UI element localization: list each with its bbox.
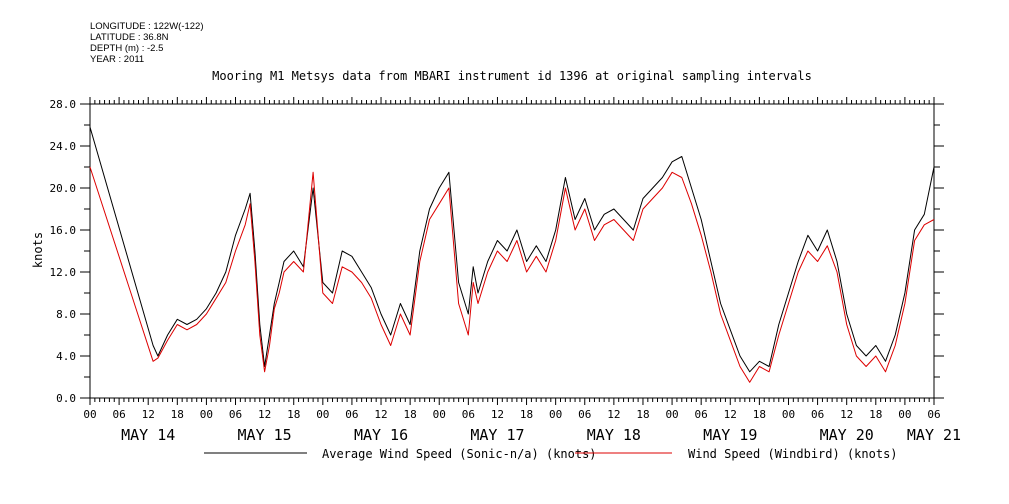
day-label: MAY 21 (907, 426, 961, 444)
day-label: MAY 18 (587, 426, 641, 444)
x-tick-label: 06 (695, 408, 708, 421)
day-label: MAY 20 (820, 426, 874, 444)
day-label: MAY 14 (121, 426, 175, 444)
day-label: MAY 15 (238, 426, 292, 444)
y-tick-label: 0.0 (56, 392, 76, 405)
x-tick-label: 12 (607, 408, 620, 421)
y-tick-label: 20.0 (50, 182, 77, 195)
meta-latitude: LATITUDE : 36.8N (90, 32, 169, 43)
day-label: MAY 19 (703, 426, 757, 444)
chart-title: Mooring M1 Metsys data from MBARI instru… (212, 69, 812, 83)
meta-depth: DEPTH (m) : -2.5 (90, 43, 164, 54)
x-tick-label: 18 (404, 408, 417, 421)
x-tick-label: 06 (811, 408, 824, 421)
x-tick-label: 00 (782, 408, 795, 421)
x-tick-labels: 00 06 12 18 00 06 12 18 00 06 12 18 00 06 12 18 00 06 12 18… (83, 408, 940, 421)
y-axis-label: knots (31, 232, 45, 268)
x-tick-label: 06 (345, 408, 358, 421)
x-tick-label: 12 (374, 408, 387, 421)
axis-ticks (80, 97, 944, 405)
x-tick-label: 00 (898, 408, 911, 421)
day-labels: MAY 14 MAY 15 MAY 16 MAY 17 MAY 18 MAY 19 MAY … (121, 426, 961, 444)
x-tick-label: 18 (171, 408, 184, 421)
x-tick-label: 18 (869, 408, 882, 421)
metadata-block: LONGITUDE : 122W(-122) LATITUDE : 36.8N … (90, 21, 204, 65)
x-tick-label: 12 (258, 408, 271, 421)
x-tick-label: 00 (316, 408, 329, 421)
series-line-avg (89, 126, 935, 373)
legend: Average Wind Speed (Sonic-n/a) (knots) W… (204, 447, 898, 461)
x-tick-label: 00 (433, 408, 446, 421)
x-tick-label: 00 (549, 408, 562, 421)
x-tick-label: 18 (636, 408, 649, 421)
meta-year: YEAR : 2011 (90, 54, 145, 65)
series-lines (89, 126, 935, 383)
x-tick-label: 18 (753, 408, 766, 421)
y-tick-label: 8.0 (56, 308, 76, 321)
y-tick-label: 12.0 (50, 266, 77, 279)
x-tick-label: 06 (462, 408, 475, 421)
meta-longitude: LONGITUDE : 122W(-122) (90, 21, 204, 32)
x-tick-label: 12 (840, 408, 853, 421)
y-tick-label: 28.0 (50, 98, 77, 111)
x-tick-label: 06 (112, 408, 125, 421)
legend-label-windbird: Wind Speed (Windbird) (knots) (688, 447, 898, 461)
x-tick-label: 06 (229, 408, 242, 421)
y-tick-label: 4.0 (56, 350, 76, 363)
y-tick-labels: 0.0 4.0 8.0 12.0 16.0 20.0 24.0 28.0 (50, 98, 77, 405)
x-tick-label: 00 (200, 408, 213, 421)
y-tick-label: 24.0 (50, 140, 77, 153)
y-tick-label: 16.0 (50, 224, 77, 237)
x-tick-label: 12 (142, 408, 155, 421)
x-tick-label: 18 (520, 408, 533, 421)
x-tick-label: 18 (287, 408, 300, 421)
x-tick-label: 12 (491, 408, 504, 421)
x-tick-label: 00 (665, 408, 678, 421)
x-tick-label: 06 (927, 408, 940, 421)
day-label: MAY 16 (354, 426, 408, 444)
day-label: MAY 17 (470, 426, 524, 444)
x-tick-label: 12 (724, 408, 737, 421)
series-line-windbird (89, 166, 935, 383)
legend-label-avg: Average Wind Speed (Sonic-n/a) (knots) (322, 447, 597, 461)
x-tick-label: 06 (578, 408, 591, 421)
x-tick-label: 00 (83, 408, 96, 421)
